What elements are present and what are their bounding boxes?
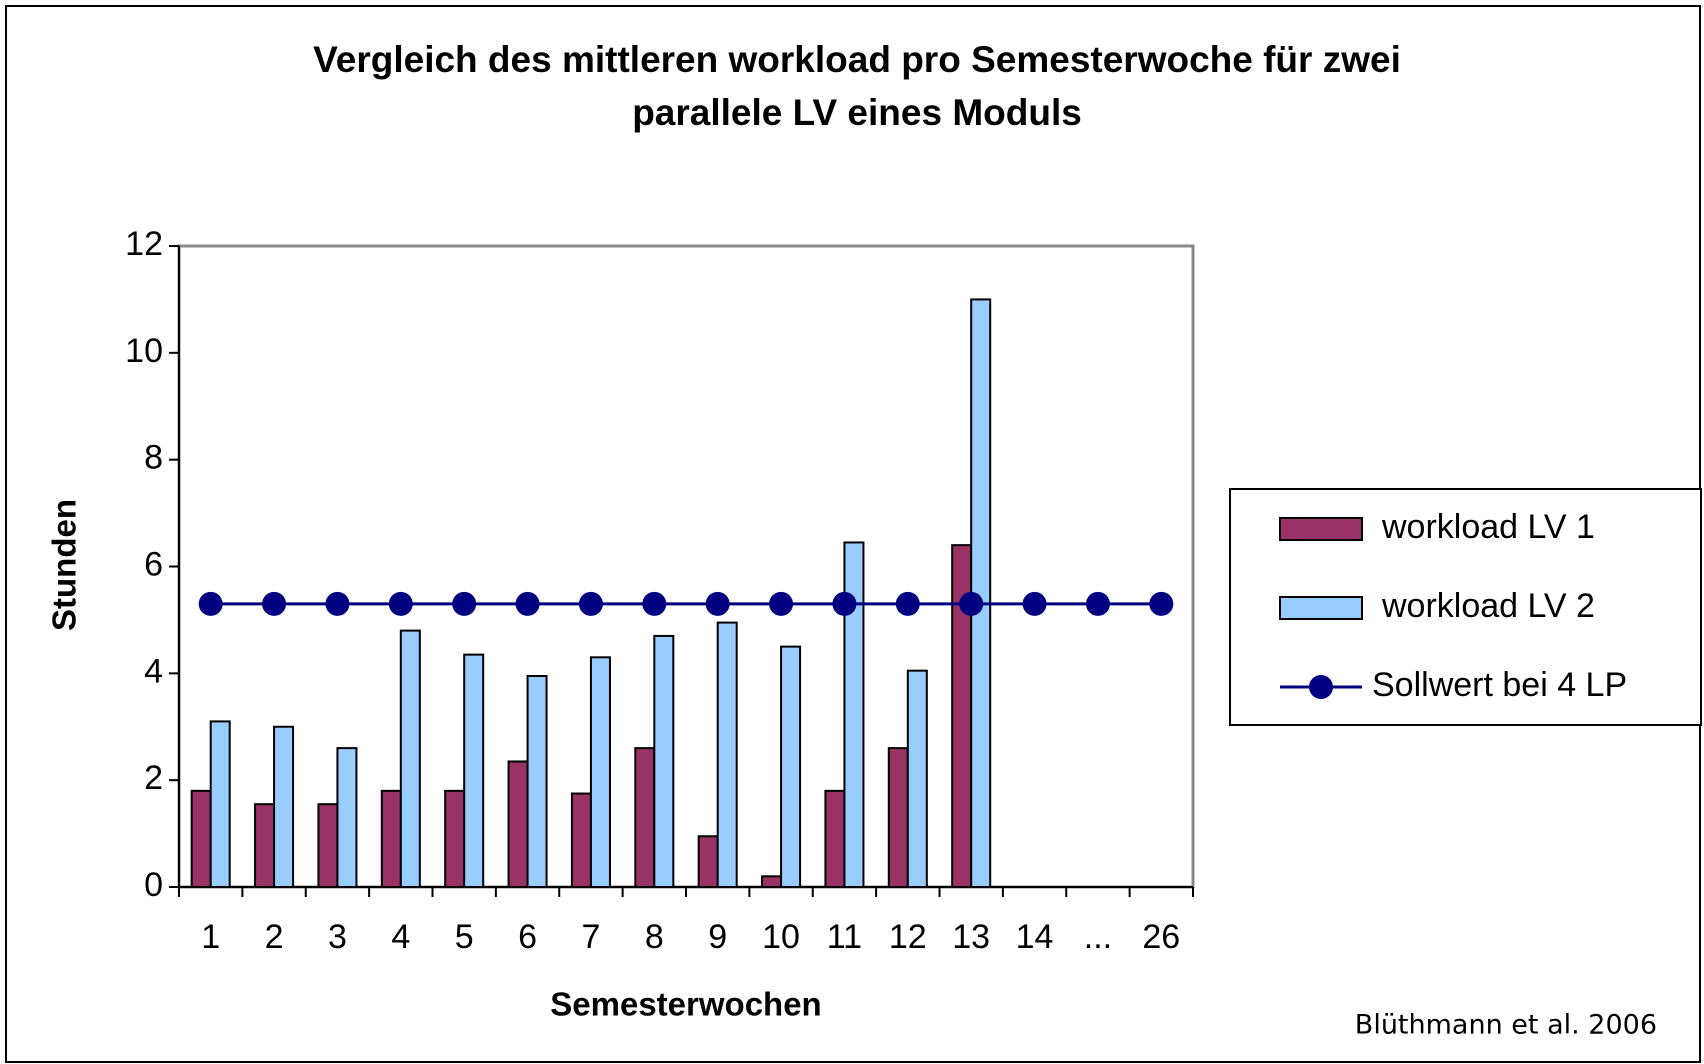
bar: [843, 541, 865, 889]
bar: [716, 621, 738, 889]
x-tick-label: 2: [265, 918, 284, 956]
line-marker: [1022, 591, 1047, 616]
bar: [399, 629, 421, 888]
x-tick-label: 1: [201, 918, 220, 956]
x-tick-label: 7: [581, 918, 600, 956]
legend-swatch: [1309, 675, 1333, 699]
x-tick-label: 4: [391, 918, 410, 956]
bar: [209, 720, 231, 888]
source-note: Blüthmann et al. 2006: [1355, 1010, 1657, 1041]
line-marker: [1085, 591, 1110, 616]
bar: [254, 803, 276, 888]
bar: [634, 747, 656, 888]
bar: [761, 875, 783, 888]
x-tick-label: 26: [1142, 918, 1180, 956]
y-axis-label: Stunden: [46, 499, 83, 631]
line-marker: [262, 591, 287, 616]
x-tick-label: 3: [328, 918, 347, 956]
bar: [887, 747, 909, 888]
line-marker: [832, 591, 857, 616]
line-marker: [325, 591, 350, 616]
line-marker: [895, 591, 920, 616]
y-tick-label: 4: [144, 652, 163, 690]
line-marker: [452, 591, 477, 616]
bar: [570, 792, 592, 888]
x-tick-label: 8: [645, 918, 664, 956]
x-tick-label: ...: [1084, 918, 1112, 956]
bar: [507, 760, 529, 888]
y-tick-label: 12: [125, 225, 163, 263]
line-marker: [515, 591, 540, 616]
x-tick-label: 10: [762, 918, 800, 956]
bar: [336, 747, 358, 888]
chart-title: parallele LV eines Moduls: [632, 92, 1082, 133]
bar: [463, 653, 485, 889]
plot-area: [177, 244, 1195, 889]
line-marker: [198, 591, 223, 616]
bar: [906, 669, 928, 888]
x-tick-label: 11: [827, 918, 862, 956]
y-tick-label: 10: [125, 332, 163, 370]
y-tick-label: 0: [144, 866, 163, 904]
line-marker: [705, 591, 730, 616]
line-marker: [578, 591, 603, 616]
line-marker: [642, 591, 667, 616]
x-axis-label: Semesterwochen: [550, 986, 821, 1023]
line-marker: [959, 591, 984, 616]
bar: [526, 675, 548, 888]
y-tick-label: 2: [144, 759, 163, 797]
bar: [824, 789, 846, 888]
bar: [780, 645, 802, 888]
x-tick-label: 5: [455, 918, 474, 956]
y-tick-label: 6: [144, 545, 163, 583]
legend-label: workload LV 2: [1381, 587, 1595, 625]
legend-swatch: [1279, 596, 1363, 620]
bar: [190, 789, 212, 888]
line-marker: [769, 591, 794, 616]
bar: [697, 835, 719, 888]
x-tick-label: 14: [1016, 918, 1054, 956]
line-marker: [388, 591, 413, 616]
x-tick-label: 13: [952, 918, 990, 956]
bar: [444, 789, 466, 888]
line-marker: [1149, 591, 1174, 616]
bar: [589, 656, 611, 889]
x-tick-label: 6: [518, 918, 537, 956]
bar: [273, 725, 295, 888]
x-tick-label: 9: [708, 918, 727, 956]
bar: [380, 789, 402, 888]
legend-label: workload LV 1: [1381, 508, 1595, 546]
legend-swatch: [1279, 517, 1363, 541]
bar: [317, 803, 339, 888]
legend-label: Sollwert bei 4 LP: [1372, 666, 1627, 704]
x-tick-label: 12: [889, 918, 927, 956]
bar: [653, 634, 675, 888]
y-tick-label: 8: [144, 439, 163, 477]
chart-title: Vergleich des mittleren workload pro Sem…: [313, 39, 1401, 80]
